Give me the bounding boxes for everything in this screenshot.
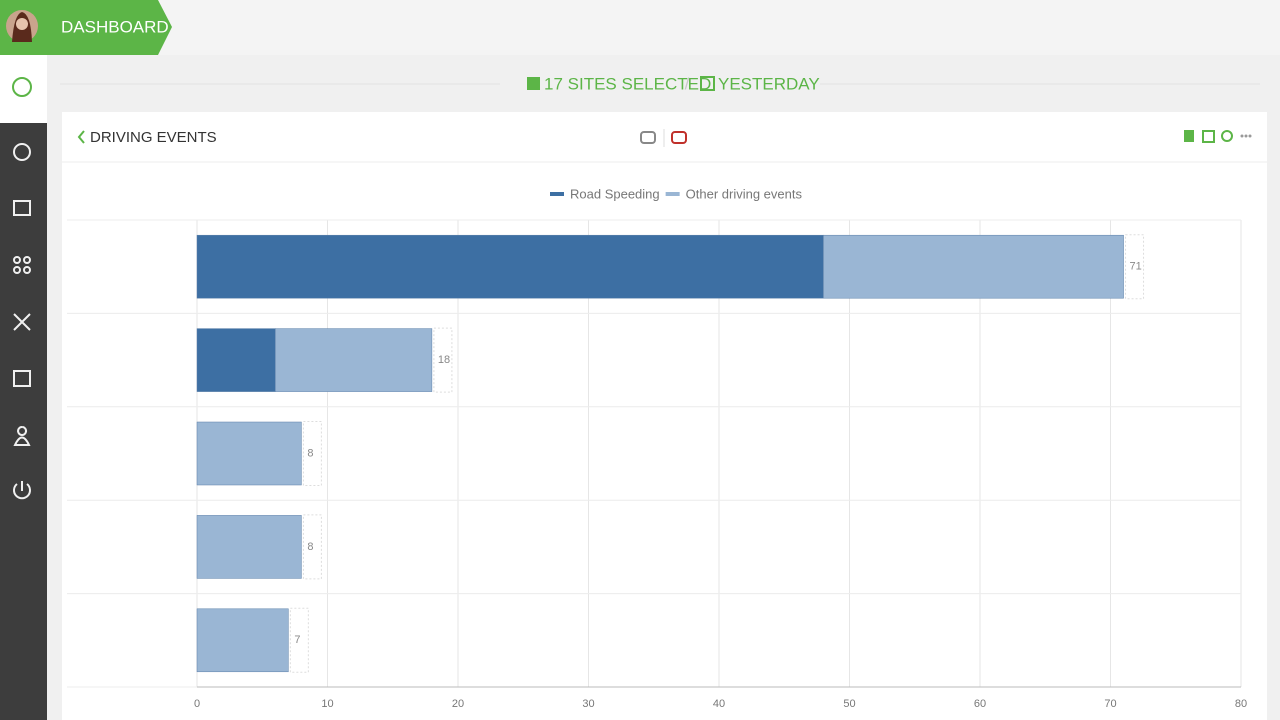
- view-toggle-active[interactable]: [671, 131, 687, 144]
- x-tick-label: 10: [321, 698, 333, 710]
- card-tools: [1184, 130, 1252, 143]
- label-box: [302, 514, 322, 580]
- sidebar-icon-user[interactable]: [12, 77, 32, 97]
- sidebar-icon[interactable]: [13, 266, 21, 274]
- calendar-icon: [700, 76, 715, 91]
- x-tick-label: 30: [582, 698, 594, 710]
- total-label: 7: [294, 634, 300, 646]
- bar-segment: [196, 234, 824, 299]
- sidebar-icons: [13, 143, 31, 500]
- menu-button[interactable]: [1244, 134, 1248, 138]
- sites-filter[interactable]: 17 SITES SELECTED: [544, 74, 711, 93]
- sidebar-icon[interactable]: [13, 143, 31, 161]
- bar-segment: [196, 515, 302, 579]
- sidebar-top: [0, 55, 47, 123]
- x-tick-label: 70: [1104, 698, 1116, 710]
- label-box: [1125, 234, 1145, 300]
- sidebar-icon[interactable]: [23, 266, 31, 274]
- sidebar-icon[interactable]: [13, 370, 31, 387]
- sidebar-icon[interactable]: [13, 256, 21, 264]
- label-box: [302, 421, 322, 486]
- period-filter[interactable]: YESTERDAY: [718, 74, 820, 93]
- sidebar-icon[interactable]: [13, 481, 31, 500]
- total-label: 8: [307, 447, 313, 459]
- menu-button[interactable]: [1248, 134, 1252, 138]
- refresh-button[interactable]: [1221, 130, 1233, 142]
- x-tick-label: 20: [452, 698, 464, 710]
- x-tick-label: 40: [713, 698, 725, 710]
- x-tick-label: 50: [843, 698, 855, 710]
- sidebar-icon[interactable]: [13, 313, 31, 331]
- back-button[interactable]: [77, 130, 85, 144]
- legend-label: Road Speeding: [570, 186, 660, 201]
- x-tick-label: 0: [194, 698, 200, 710]
- total-label: 8: [307, 541, 313, 553]
- filter-separator: /: [685, 74, 690, 93]
- expand-button[interactable]: [1202, 130, 1215, 143]
- label-box: [289, 607, 309, 673]
- menu-button[interactable]: [1240, 134, 1244, 138]
- bar-segment: [196, 328, 276, 392]
- bar-segment: [196, 421, 302, 486]
- sidebar-icon[interactable]: [13, 426, 31, 446]
- view-toggle[interactable]: [640, 131, 656, 144]
- card-title: DRIVING EVENTS: [90, 129, 217, 146]
- x-tick-label: 80: [1235, 698, 1247, 710]
- top-bar: [0, 0, 1280, 55]
- sidebar: [0, 123, 47, 720]
- dashboard-badge[interactable]: [0, 0, 172, 55]
- sidebar-icon[interactable]: [23, 256, 31, 264]
- avatar-face: [16, 18, 28, 30]
- label-box: [433, 327, 453, 393]
- sidebar-icon[interactable]: [13, 200, 31, 216]
- bar-segment: [823, 234, 1124, 299]
- x-tick-label: 60: [974, 698, 986, 710]
- chart: Road Speeding Other driving events 0 10 20 30…: [67, 186, 1247, 710]
- export-button[interactable]: [1184, 130, 1194, 142]
- total-label: 71: [1130, 261, 1142, 273]
- dashboard-title: DASHBOARD: [61, 17, 169, 36]
- sites-icon: [527, 77, 540, 90]
- bar-segment: [275, 328, 433, 392]
- total-label: 18: [438, 354, 450, 366]
- bar-segment: [196, 608, 289, 673]
- legend-label: Other driving events: [686, 186, 803, 201]
